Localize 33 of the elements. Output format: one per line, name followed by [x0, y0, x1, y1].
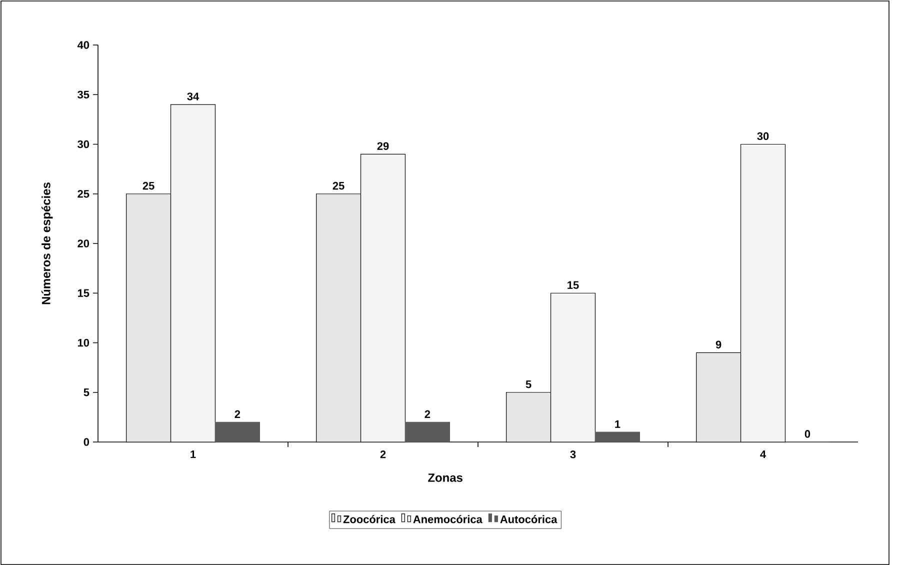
data-label: 0: [804, 430, 810, 438]
x-tick-label: 3: [570, 450, 576, 458]
data-label: 29: [377, 142, 389, 150]
y-axis-title: Números de espécies: [41, 182, 53, 304]
bar: [404, 422, 450, 442]
bar: [214, 422, 260, 442]
data-label: 2: [234, 410, 240, 418]
legend-label: Anemocórica: [413, 515, 482, 524]
data-label: 2: [424, 410, 430, 418]
data-label: 9: [716, 340, 722, 348]
x-axis-title: Zonas: [428, 474, 462, 482]
y-tick-label: 25: [78, 190, 90, 198]
y-tick-label: 20: [78, 240, 90, 248]
y-tick-label: 35: [78, 90, 90, 99]
data-label: 5: [526, 380, 532, 388]
legend-label: Autocórica: [500, 515, 558, 524]
data-label: 25: [142, 182, 154, 190]
x-tick-label: 1: [190, 450, 196, 458]
data-label: 1: [615, 420, 620, 428]
y-tick-label: 40: [77, 41, 90, 49]
y-tick-label: 5: [84, 388, 90, 396]
data-label: 15: [568, 281, 579, 289]
bar: [594, 432, 640, 442]
y-tick-label: 10: [78, 338, 90, 347]
y-tick-label: 0: [84, 438, 90, 446]
x-tick-label: 2: [380, 450, 386, 458]
y-tick-label: 15: [78, 289, 90, 297]
legend-label: Zoocórica: [343, 515, 396, 524]
data-label: 30: [757, 132, 769, 140]
data-label: 34: [187, 92, 200, 100]
y-tick-label: 30: [78, 140, 90, 148]
data-label: 25: [332, 182, 344, 190]
x-tick-label: 4: [760, 450, 766, 458]
